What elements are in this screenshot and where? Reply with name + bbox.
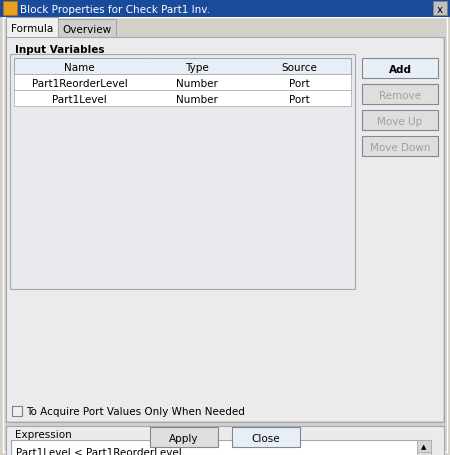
Text: Input Variables: Input Variables — [15, 45, 104, 55]
Text: Remove: Remove — [379, 91, 421, 101]
Text: x: x — [437, 5, 443, 15]
Text: Move Up: Move Up — [378, 117, 423, 127]
Text: Port: Port — [289, 95, 310, 105]
Bar — [7, 39, 443, 421]
Text: ▲: ▲ — [421, 443, 427, 449]
Bar — [12, 406, 22, 416]
Bar — [14, 59, 351, 75]
Text: Port: Port — [289, 79, 310, 89]
Text: Part1ReorderLevel: Part1ReorderLevel — [32, 79, 128, 89]
Text: Expression: Expression — [15, 429, 72, 439]
Bar — [10, 55, 355, 289]
Text: Part1Level: Part1Level — [52, 95, 107, 105]
Text: Source: Source — [282, 63, 318, 73]
Text: Type: Type — [185, 63, 209, 73]
Bar — [3, 2, 17, 16]
Bar — [14, 75, 351, 91]
Text: Close: Close — [252, 433, 280, 443]
Bar — [362, 111, 438, 131]
Text: Move Down: Move Down — [370, 143, 430, 153]
Bar — [150, 427, 218, 447]
Bar — [433, 2, 447, 16]
Bar — [11, 440, 431, 455]
Bar — [362, 59, 438, 79]
Text: Apply: Apply — [169, 433, 199, 443]
Text: Overview: Overview — [63, 25, 112, 35]
Bar — [417, 440, 431, 452]
Text: Formula: Formula — [11, 24, 53, 34]
Bar — [58, 20, 116, 38]
Bar — [14, 91, 351, 107]
Text: Number: Number — [176, 95, 218, 105]
Text: Number: Number — [176, 79, 218, 89]
Bar — [362, 85, 438, 105]
Bar — [0, 0, 450, 18]
Bar — [232, 427, 300, 447]
Text: Add: Add — [388, 65, 411, 75]
Bar — [6, 38, 444, 422]
Text: Block Properties for Check Part1 Inv.: Block Properties for Check Part1 Inv. — [20, 5, 210, 15]
Text: Name: Name — [64, 63, 95, 73]
Text: Part1Level < Part1ReorderLevel: Part1Level < Part1ReorderLevel — [16, 447, 182, 455]
Bar — [6, 18, 58, 38]
Bar — [417, 440, 431, 455]
Bar — [362, 136, 438, 157]
Bar — [6, 426, 444, 455]
Text: To Acquire Port Values Only When Needed: To Acquire Port Values Only When Needed — [26, 406, 245, 416]
